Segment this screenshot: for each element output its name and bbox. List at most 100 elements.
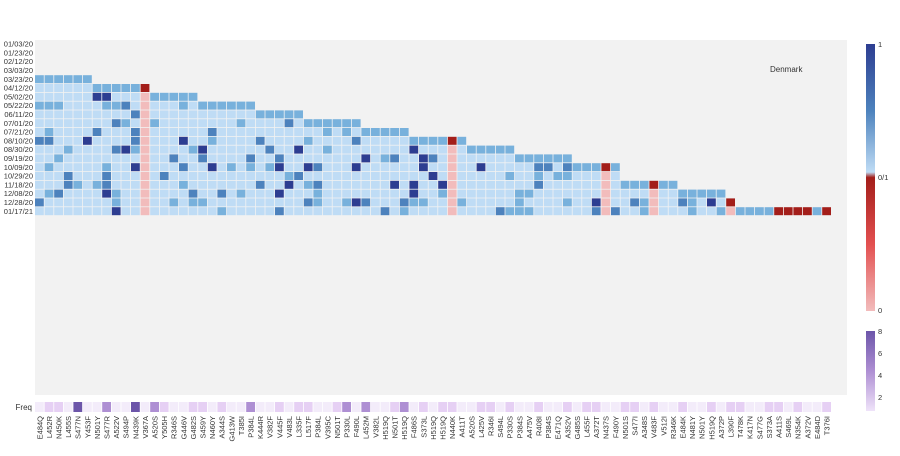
heatmap-cell: [303, 145, 313, 154]
heatmap-cell: [668, 189, 678, 198]
heatmap-cell: [169, 92, 179, 101]
heatmap-cell: [236, 172, 246, 180]
heatmap-cell: [361, 128, 371, 136]
heatmap-cell: [380, 198, 390, 207]
heatmap-cell: [102, 128, 111, 136]
heatmap-cell: [217, 172, 227, 180]
mutation-tick-label: N460Y: [208, 416, 217, 439]
heatmap-cell: [265, 172, 275, 180]
heatmap-cell: [419, 172, 428, 180]
heatmap-cell: [83, 101, 92, 110]
heatmap-cell: [332, 119, 342, 128]
freq-cell: [63, 402, 73, 412]
freq-cell: [179, 402, 188, 412]
heatmap-cell: [409, 207, 419, 216]
heatmap-cell: [323, 163, 332, 172]
date-tick-label: 07/01/20: [4, 119, 33, 128]
heatmap-cell: [342, 145, 351, 154]
freq-cell: [687, 402, 697, 412]
colorbar-tick-label: 2: [878, 393, 882, 402]
heatmap-cell: [399, 154, 409, 163]
heatmap-cell: [121, 172, 131, 180]
mutation-tick-label: V483F: [650, 416, 659, 439]
heatmap-cell: [121, 145, 131, 154]
heatmap-cell: [131, 189, 140, 198]
heatmap-cell: [140, 119, 150, 128]
heatmap-cell: [284, 145, 294, 154]
heatmap-cell: [73, 92, 83, 101]
heatmap-cell: [524, 198, 534, 207]
heatmap-cell: [140, 172, 150, 180]
heatmap-cell: [332, 136, 342, 145]
heatmap-cell: [83, 189, 92, 198]
heatmap-cell: [380, 180, 390, 189]
heatmap-cell: [438, 207, 447, 216]
heatmap-cell: [44, 154, 54, 163]
heatmap-cell: [611, 163, 620, 172]
heatmap-cell: [371, 180, 380, 189]
freq-cell: [476, 402, 486, 412]
heatmap-cell: [294, 198, 303, 207]
freq-cell: [102, 402, 111, 412]
heatmap-cell: [198, 172, 207, 180]
heatmap-cell: [83, 92, 92, 101]
heatmap-cell: [601, 198, 611, 207]
heatmap-cell: [63, 128, 73, 136]
heatmap-cell: [140, 110, 150, 119]
heatmap-cell: [111, 128, 121, 136]
heatmap-cell: [707, 198, 716, 207]
heatmap-cell: [111, 189, 121, 198]
heatmap-cell: [207, 207, 217, 216]
heatmap-cell: [140, 145, 150, 154]
date-tick-label: 07/21/20: [4, 128, 33, 137]
heatmap-cell: [524, 180, 534, 189]
heatmap-cell: [188, 136, 198, 145]
heatmap-cell: [467, 145, 476, 154]
mutation-tick-label: N501T: [391, 416, 400, 439]
heatmap-cell: [159, 207, 169, 216]
heatmap-cell: [438, 189, 447, 198]
heatmap-cell: [371, 145, 380, 154]
date-tick-label: 12/08/20: [4, 189, 33, 198]
heatmap-cell: [207, 145, 217, 154]
heatmap-cell: [313, 119, 323, 128]
heatmap-cell: [44, 145, 54, 154]
heatmap-cell: [399, 163, 409, 172]
heatmap-cell: [687, 198, 697, 207]
heatmap-cell: [54, 207, 63, 216]
heatmap-cell: [332, 189, 342, 198]
heatmap-cell: [44, 101, 54, 110]
heatmap-cell: [227, 154, 236, 163]
heatmap-cell: [246, 163, 255, 172]
heatmap-cell: [659, 207, 668, 216]
heatmap-cell: [121, 84, 131, 92]
heatmap-cell: [63, 163, 73, 172]
mutation-tick-label: P384S: [515, 416, 524, 439]
heatmap-cell: [169, 198, 179, 207]
heatmap-cell: [505, 198, 515, 207]
mutation-tick-label: R346K: [669, 416, 678, 439]
heatmap-cell: [332, 163, 342, 172]
heatmap-cell: [246, 101, 255, 110]
freq-cell: [726, 402, 735, 412]
heatmap-cell: [169, 128, 179, 136]
freq-cell: [92, 402, 102, 412]
mutation-tick-label: N354K: [794, 416, 803, 439]
heatmap-cell: [793, 207, 803, 216]
heatmap-cell: [140, 207, 150, 216]
mutation-tick-label: S459Y: [199, 416, 208, 439]
heatmap-cell: [179, 101, 188, 110]
heatmap-cell: [227, 119, 236, 128]
heatmap-cell: [236, 145, 246, 154]
heatmap-cell: [582, 180, 591, 189]
freq-cell: [342, 402, 351, 412]
mutation-tick-label: N437S: [602, 416, 611, 439]
heatmap-cell: [774, 207, 783, 216]
heatmap-cell: [419, 207, 428, 216]
heatmap-cell: [351, 172, 361, 180]
heatmap-cell: [275, 207, 284, 216]
freq-cell: [73, 402, 83, 412]
heatmap-cell: [73, 172, 83, 180]
heatmap-cell: [255, 207, 265, 216]
